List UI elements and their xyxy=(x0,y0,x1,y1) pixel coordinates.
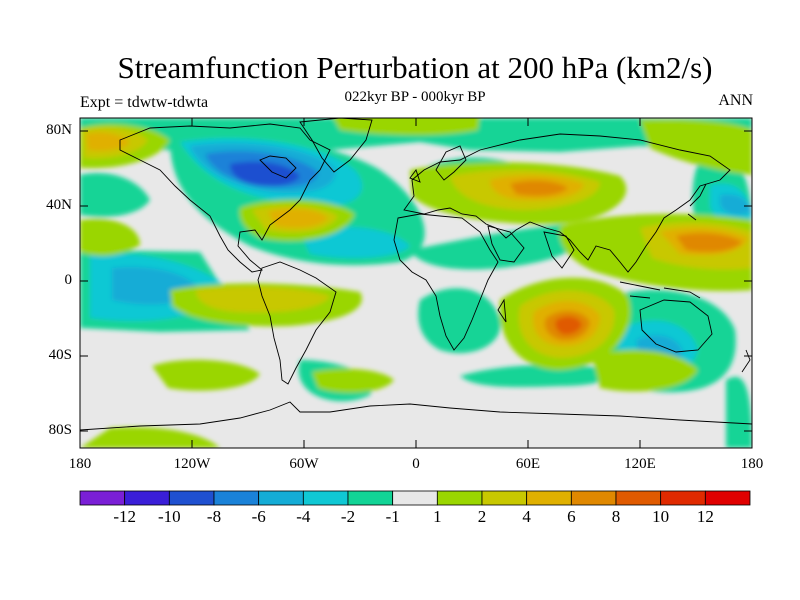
colorbar-swatch xyxy=(79,490,126,506)
coastline-japan xyxy=(687,183,707,221)
latitude-ticks xyxy=(80,130,752,432)
colorbar-label: -10 xyxy=(157,507,181,526)
contour-region-negative xyxy=(410,224,581,270)
coastline-scandinavia xyxy=(435,145,467,181)
contour-region-positive xyxy=(86,132,130,151)
colorbar-label: 1 xyxy=(433,507,442,526)
lon-label-180e: 180 xyxy=(740,456,764,472)
chart-title: Streamfunction Perturbation at 200 hPa (… xyxy=(117,50,713,85)
colorbar-swatch xyxy=(526,490,572,506)
colorbar-swatch xyxy=(436,490,483,506)
lat-label-80s: 80S xyxy=(48,422,72,438)
colorbar-label: 4 xyxy=(522,507,531,526)
contour-region-negative xyxy=(460,364,609,387)
colorbar-swatch xyxy=(347,490,394,506)
coastline-arabia xyxy=(487,225,525,263)
lon-label-0: 0 xyxy=(412,456,420,472)
colorbar xyxy=(79,490,751,506)
colorbar-label: 2 xyxy=(477,507,487,526)
colorbar-label: -4 xyxy=(296,507,311,526)
longitude-ticks xyxy=(79,118,753,448)
colorbar-label: -12 xyxy=(113,507,136,526)
colorbar-label: -6 xyxy=(251,507,266,526)
coastline-new-zealand xyxy=(741,349,751,373)
lon-label-180w: 180 xyxy=(68,456,92,472)
contour-region-positive xyxy=(80,427,220,448)
colorbar-swatch xyxy=(392,490,438,506)
lon-label-120e: 120E xyxy=(624,456,656,472)
experiment-label: Expt = tdwtw-tdwta xyxy=(80,94,209,111)
colorbar-swatch xyxy=(168,490,215,506)
lon-label-120w: 120W xyxy=(173,456,211,472)
colorbar-swatch xyxy=(704,490,751,506)
coastline-india xyxy=(543,231,575,269)
lat-label-eq: 0 xyxy=(64,272,73,288)
contour-region-positive xyxy=(640,119,752,175)
coastline-indonesia xyxy=(619,281,701,299)
colorbar-swatch xyxy=(258,490,304,506)
lat-label-40s: 40S xyxy=(48,347,72,363)
coastline-africa xyxy=(393,213,499,351)
contour-region-positive xyxy=(592,349,698,392)
colorbar-swatch xyxy=(660,490,706,506)
contour-region-positive xyxy=(268,208,328,228)
chart-subtitle: 022kyr BP - 000kyr BP xyxy=(344,89,486,105)
coastline-uk xyxy=(409,169,421,183)
contour-region-positive xyxy=(555,316,582,335)
colorbar-swatch xyxy=(302,490,349,506)
colorbar-swatch xyxy=(213,490,260,506)
colorbar-swatch xyxy=(570,490,617,506)
coastlines xyxy=(80,118,752,431)
contour-region-negative xyxy=(230,161,300,186)
lat-label-40n: 40N xyxy=(46,197,72,213)
colorbar-swatch xyxy=(615,490,662,506)
colorbar-label: 6 xyxy=(567,507,576,526)
contour-region-positive xyxy=(333,118,480,136)
contour-region-positive xyxy=(80,218,140,256)
colorbar-label: 10 xyxy=(652,507,670,526)
contour-region-negative xyxy=(418,288,501,354)
lon-label-60w: 60W xyxy=(289,456,319,472)
contour-region-negative xyxy=(80,172,150,217)
contour-region-positive xyxy=(510,180,568,196)
contour-region-positive xyxy=(676,233,742,252)
contour-region-negative xyxy=(726,376,752,448)
colorbar-swatch xyxy=(124,490,170,506)
colorbar-label: 12 xyxy=(696,507,714,526)
lat-label-80n: 80N xyxy=(46,122,72,138)
coastline-north-america xyxy=(119,123,331,273)
colorbar-label: -8 xyxy=(206,507,222,526)
colorbar-label: -1 xyxy=(385,507,400,526)
season-label: ANN xyxy=(718,92,753,109)
lon-label-60e: 60E xyxy=(515,456,541,472)
coastline-greenland xyxy=(299,118,373,173)
coastline-australia xyxy=(639,299,713,353)
contour-region-negative xyxy=(720,194,752,215)
colorbar-swatch xyxy=(481,490,528,506)
contour-region-positive xyxy=(312,368,394,393)
coastline-madagascar xyxy=(497,298,507,323)
colorbar-label: -2 xyxy=(340,507,356,526)
coastline-antarctica xyxy=(80,401,752,431)
colorbar-label: 8 xyxy=(611,507,621,526)
coastline-south-america xyxy=(257,261,337,385)
contour-region-positive xyxy=(152,359,260,391)
coastline-hudson-bay xyxy=(259,155,297,179)
